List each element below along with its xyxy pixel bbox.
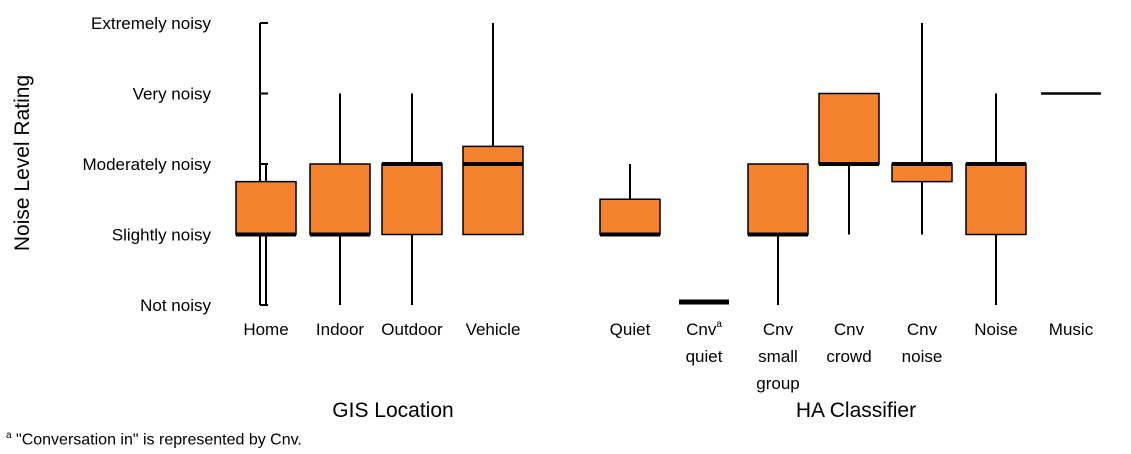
- box-iqr: [462, 145, 524, 236]
- y-axis-label: Noise Level Rating: [11, 75, 34, 251]
- category-label: group: [756, 374, 799, 393]
- category-label: small: [758, 347, 798, 366]
- footnote-marker: a: [6, 430, 12, 441]
- category-label: Noise: [974, 320, 1017, 339]
- category-label: Indoor: [316, 320, 365, 339]
- box-vehicle: [462, 23, 524, 236]
- box-cnv-crowd: [818, 92, 880, 235]
- group-label: HA Classifier: [796, 399, 916, 422]
- box-iqr: [599, 198, 661, 236]
- y-tick-label: Slightly noisy: [112, 226, 212, 245]
- group-label: GIS Location: [332, 399, 453, 422]
- category-label: crowd: [826, 347, 871, 366]
- category-label: Music: [1049, 320, 1094, 339]
- category-label: quiet: [686, 347, 723, 366]
- box-iqr: [747, 163, 809, 236]
- y-tick-label: Very noisy: [133, 85, 212, 104]
- category-label: Cnva: [686, 319, 722, 339]
- category-labels: Home Indoor Outdoor Vehicle GIS Location Quie…: [243, 319, 1093, 422]
- box-noise: [965, 93, 1027, 305]
- box-home: [235, 164, 297, 305]
- category-label: Outdoor: [381, 320, 443, 339]
- box-iqr: [381, 163, 443, 236]
- box-iqr: [235, 180, 297, 236]
- box-cnv-noise: [891, 23, 953, 235]
- footnote-text: "Conversation in" is represented by Cnv.: [11, 431, 302, 449]
- box-iqr: [891, 163, 953, 183]
- category-label: Home: [243, 320, 288, 339]
- y-tick-label: Moderately noisy: [82, 155, 211, 174]
- box-quiet: [599, 164, 661, 237]
- box-indoor: [309, 93, 371, 305]
- box-outdoor: [381, 93, 443, 305]
- category-label: Cnv: [907, 320, 938, 339]
- box-cnv-small: [747, 163, 809, 305]
- y-axis: Not noisy Slightly noisy Moderately noisy V…: [82, 14, 268, 315]
- boxes: [235, 23, 1101, 305]
- category-label: noise: [902, 347, 943, 366]
- y-tick-label: Extremely noisy: [91, 14, 211, 33]
- category-label: Vehicle: [466, 320, 521, 339]
- box-iqr: [965, 163, 1027, 236]
- box-iqr: [818, 92, 880, 165]
- footnote: a "Conversation in" is represented by Cn…: [6, 430, 302, 449]
- y-tick-label: Not noisy: [140, 296, 211, 315]
- category-label: Cnv: [834, 320, 865, 339]
- category-label-superscript: a: [716, 319, 722, 330]
- box-iqr: [309, 163, 371, 236]
- category-label: Cnv: [763, 320, 794, 339]
- category-label: Quiet: [610, 320, 651, 339]
